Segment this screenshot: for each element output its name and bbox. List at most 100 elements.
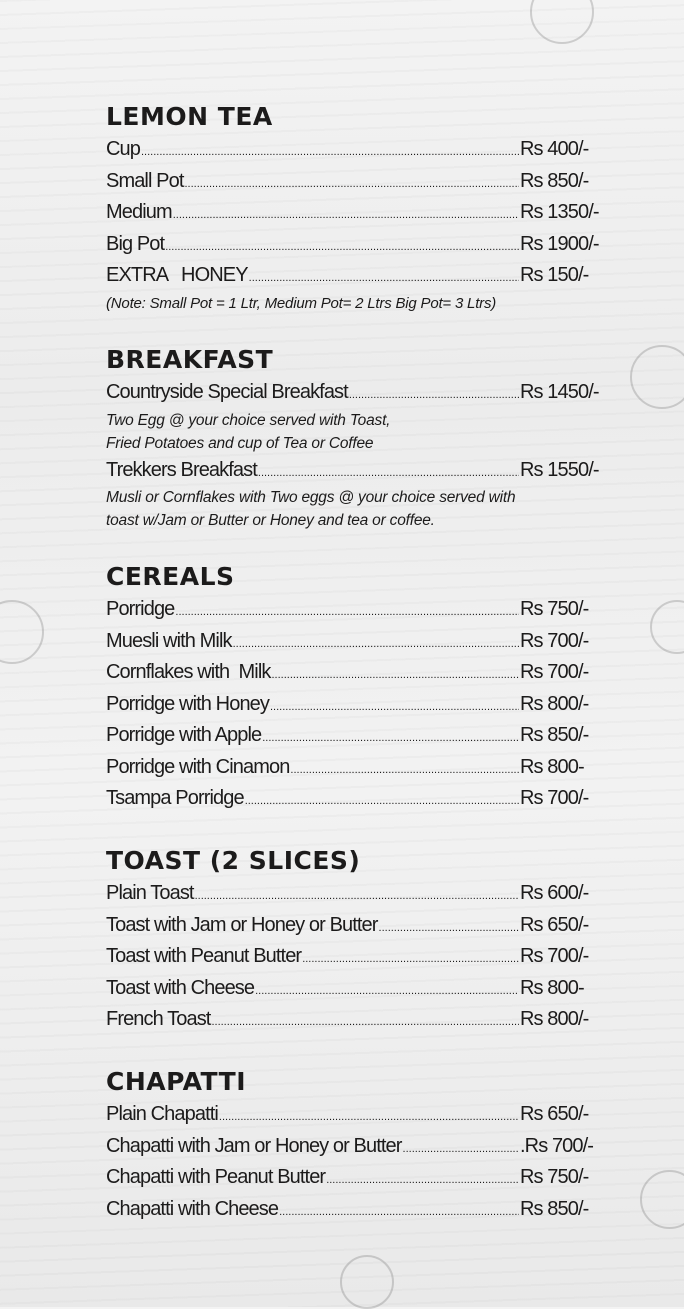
dot-leader <box>258 458 519 490</box>
menu-item: Trekkers Breakfast Rs 1550/- <box>106 455 600 487</box>
dot-leader <box>185 169 520 201</box>
item-price: Rs 400/- <box>520 138 589 160</box>
dot-leader <box>379 913 519 945</box>
item-price: Rs 1350/- <box>520 201 600 223</box>
item-name: Plain Toast <box>106 882 194 904</box>
menu-item: Toast with Peanut Butter Rs 700/- <box>106 941 600 973</box>
lemon-sketch-icon <box>640 1170 684 1229</box>
item-name: Trekkers Breakfast <box>106 458 258 481</box>
menu-section: BREAKFAST Countryside Special Breakfast … <box>106 343 600 532</box>
menu-section: CEREALS Porridge Rs 750/- Muesli with Mi… <box>106 560 600 815</box>
item-name: French Toast <box>106 1008 211 1030</box>
menu-item: EXTRA HONEY Rs 150/- <box>106 260 600 292</box>
item-name: Toast with Jam or Honey or Butter <box>106 913 378 936</box>
menu-item: Big Pot Rs 1900/- <box>106 229 600 261</box>
item-price: Rs 850/- <box>520 1197 589 1220</box>
menu-item: Cup Rs 400/- <box>106 134 600 166</box>
item-name: Chapatti with Cheese <box>106 1197 279 1220</box>
section-note: (Note: Small Pot = 1 Ltr, Medium Pot= 2 … <box>106 294 497 312</box>
menu-item: Porridge Rs 750/- <box>106 594 600 626</box>
item-price: Rs 700/- <box>520 661 589 683</box>
item-name: Porridge with Cinamon <box>106 755 290 778</box>
menu-item: French Toast Rs 800/- <box>106 1004 600 1036</box>
item-price: Rs 800/- <box>520 692 589 715</box>
item-price: Rs 800- <box>520 976 585 999</box>
item-price: Rs 750/- <box>520 1166 589 1188</box>
item-name: Porridge <box>106 598 175 620</box>
dot-leader <box>245 786 519 818</box>
item-price: Rs 850/- <box>520 724 589 746</box>
menu-item: Porridge with Apple Rs 850/- <box>106 720 600 752</box>
item-price: Rs 650/- <box>520 913 589 936</box>
item-name: Medium <box>106 201 173 223</box>
dot-leader <box>165 232 519 264</box>
dot-leader <box>302 944 519 976</box>
dot-leader <box>173 200 519 232</box>
menu-item: Cornflakes with Milk Rs 700/- <box>106 657 600 689</box>
dot-leader <box>219 1102 519 1134</box>
menu-section: LEMON TEA Cup Rs 400/- Small Pot Rs 850/… <box>106 100 600 316</box>
dot-leader <box>270 692 519 724</box>
menu-item: Toast with Jam or Honey or Butter Rs 650… <box>106 910 600 942</box>
item-price: Rs 800- <box>520 755 585 778</box>
item-description: Two Egg @ your choice served with Toast, <box>106 411 391 429</box>
item-name: EXTRA HONEY <box>106 264 249 286</box>
section-title: CHAPATTI <box>106 1067 247 1096</box>
item-description: Fried Potatoes and cup of Tea or Coffee <box>106 434 374 452</box>
item-name: Countryside Special Breakfast <box>106 381 349 403</box>
item-price: Rs 1550/- <box>520 458 600 481</box>
menu-section: CHAPATTI Plain Chapatti Rs 650/- Chapatt… <box>106 1065 600 1225</box>
menu-item: Plain Chapatti Rs 650/- <box>106 1099 600 1131</box>
dot-leader <box>249 263 519 295</box>
dot-leader <box>279 1197 519 1229</box>
item-name: Tsampa Porridge <box>106 787 245 809</box>
menu-item: Chapatti with Peanut Butter Rs 750/- <box>106 1162 600 1194</box>
menu-item: Porridge with Cinamon Rs 800- <box>106 752 600 784</box>
section-title: BREAKFAST <box>106 345 274 374</box>
section-title: LEMON TEA <box>106 102 273 131</box>
item-name: Muesli with Milk <box>106 629 233 652</box>
item-description: toast w/Jam or Butter or Honey and tea o… <box>106 512 435 529</box>
menu-item: Countryside Special Breakfast Rs 1450/- <box>106 377 600 409</box>
menu-item: Small Pot Rs 850/- <box>106 166 600 198</box>
menu-item: Plain Toast Rs 600/- <box>106 878 600 910</box>
dot-leader <box>175 597 519 629</box>
dot-leader <box>195 881 519 913</box>
item-price: .Rs 700/- <box>520 1134 594 1157</box>
item-name: Toast with Peanut Butter <box>106 945 302 967</box>
item-name: Chapatti with Jam or Honey or Butter <box>106 1134 402 1157</box>
item-description: Musli or Cornflakes with Two eggs @ your… <box>106 489 516 506</box>
item-name: Cornflakes with Milk <box>106 661 271 683</box>
dot-leader <box>290 755 519 787</box>
dot-leader <box>403 1134 519 1166</box>
menu-item: Chapatti with Jam or Honey or Butter .Rs… <box>106 1131 600 1163</box>
section-title: CEREALS <box>106 562 235 591</box>
menu-section: TOAST (2 SLICES) Plain Toast Rs 600/- To… <box>106 844 600 1036</box>
item-name: Chapatti with Peanut Butter <box>106 1166 326 1188</box>
item-name: Small Pot <box>106 169 184 192</box>
item-price: Rs 1450/- <box>520 381 600 403</box>
dot-leader <box>326 1165 519 1197</box>
item-price: Rs 700/- <box>520 629 589 652</box>
item-name: Toast with Cheese <box>106 976 255 999</box>
item-price: Rs 800/- <box>520 1008 589 1030</box>
dot-leader <box>349 380 519 412</box>
dot-leader <box>141 137 519 169</box>
item-name: Porridge with Honey <box>106 692 270 715</box>
item-price: Rs 700/- <box>520 787 589 809</box>
menu-item: Toast with Cheese Rs 800- <box>106 973 600 1005</box>
item-name: Porridge with Apple <box>106 724 262 746</box>
item-price: Rs 850/- <box>520 169 589 192</box>
item-price: Rs 1900/- <box>520 232 600 255</box>
item-name: Cup <box>106 138 141 160</box>
item-price: Rs 650/- <box>520 1103 589 1125</box>
dot-leader <box>262 723 519 755</box>
item-price: Rs 700/- <box>520 945 589 967</box>
menu-item: Porridge with Honey Rs 800/- <box>106 689 600 721</box>
lemon-sketch-icon <box>630 345 684 409</box>
lemon-sketch-icon <box>340 1255 394 1309</box>
item-price: Rs 600/- <box>520 882 589 904</box>
menu-item: Medium Rs 1350/- <box>106 197 600 229</box>
menu-item: Muesli with Milk Rs 700/- <box>106 626 600 658</box>
section-title: TOAST (2 SLICES) <box>106 846 361 875</box>
